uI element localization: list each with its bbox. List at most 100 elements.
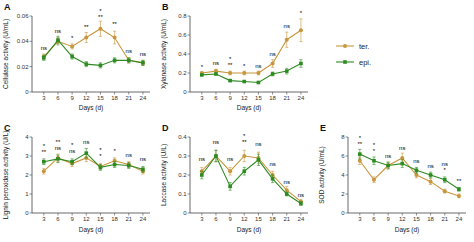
x-axis-label: Days (d) (237, 226, 262, 234)
marker (285, 192, 289, 196)
significance-label: ns (399, 145, 405, 151)
panel-title: E (320, 123, 326, 133)
significance-label: ** (228, 62, 233, 68)
y-tick (30, 92, 33, 93)
error-bar (127, 58, 130, 63)
marker (56, 157, 60, 161)
marker (271, 62, 275, 66)
marker (257, 81, 261, 85)
marker (400, 156, 404, 160)
error-bar (127, 162, 130, 168)
x-tick-label: 6 (56, 216, 60, 222)
significance-label: ** (457, 178, 462, 184)
marker (228, 79, 232, 83)
marker (113, 59, 117, 63)
marker (386, 164, 390, 168)
x-tick-label: 24 (298, 95, 305, 101)
significance-label: ns (199, 156, 205, 162)
error-bar (443, 177, 446, 183)
y-tick (30, 156, 33, 157)
marker (70, 55, 74, 59)
error-bar (200, 171, 203, 179)
series-line (44, 29, 143, 63)
error-bar (429, 172, 432, 178)
y-tick (188, 213, 191, 214)
error-bar (257, 82, 260, 84)
marker (84, 151, 88, 155)
marker (415, 168, 419, 172)
x-tick-label: 12 (83, 95, 90, 101)
x-tick-label: 9 (70, 95, 74, 101)
significance-label: ns (126, 152, 132, 158)
y-tick-label: 0.8 (178, 13, 187, 19)
y-tick-label: 4 (341, 172, 345, 178)
marker (127, 59, 131, 63)
legend-label: ter. (359, 42, 369, 51)
y-tick-label: 0.06 (17, 13, 29, 19)
marker (113, 163, 117, 167)
significance-label: * (99, 153, 102, 159)
error-bar (415, 167, 418, 173)
y-tick (30, 137, 33, 138)
panel: 369121518212400.10.20.30.4Days (d)Laccas… (160, 123, 308, 234)
y-axis-label: Xylanase activity (U/mL) (160, 19, 168, 89)
y-tick (346, 213, 349, 214)
significance-label: ns (140, 156, 146, 162)
error-bar (243, 71, 246, 75)
x-tick-label: 9 (228, 216, 232, 222)
panel-title: A (4, 2, 11, 12)
marker (141, 61, 145, 65)
x-tick-label: 21 (283, 95, 290, 101)
error-bar (214, 73, 217, 75)
significance-label: * (201, 64, 204, 70)
plot-area (358, 149, 461, 198)
y-tick (30, 41, 33, 42)
marker (358, 159, 362, 163)
error-bar (56, 155, 59, 163)
error-bar (113, 58, 116, 63)
significance-label: ns (255, 141, 261, 147)
error-bar (141, 60, 144, 65)
y-tick (346, 137, 349, 138)
x-axis-label: Days (d) (79, 104, 104, 112)
series-line (44, 40, 143, 65)
marker (113, 36, 117, 40)
significance-label: * (71, 35, 74, 41)
significance-label: ns (385, 153, 391, 159)
significance-label: ns (69, 148, 75, 154)
marker (414, 173, 418, 177)
significance-label: ns (213, 60, 219, 66)
significance-label: ** (112, 21, 117, 27)
marker (457, 194, 461, 198)
y-tick (30, 175, 33, 176)
error-bar (299, 202, 302, 206)
x-tick-label: 12 (399, 216, 406, 222)
series (358, 153, 461, 198)
y-tick-label: 0.2 (178, 172, 187, 178)
x-axis (32, 92, 150, 93)
y-tick-label: 0 (183, 89, 187, 95)
error-bar (429, 179, 432, 185)
error-bar (285, 192, 288, 196)
series (42, 148, 145, 172)
significance-label: * (300, 10, 303, 16)
significance-label: ns (41, 45, 47, 51)
significance-label: ns (298, 192, 304, 198)
error-bar (387, 163, 390, 169)
panel-title: D (162, 123, 169, 133)
y-tick-label: 1 (25, 191, 29, 197)
error-bar (214, 150, 217, 161)
error-bar (299, 19, 302, 42)
y-axis-label: Lignin peroxidase activity (U/L) (2, 131, 10, 220)
x-tick-label: 18 (111, 216, 118, 222)
error-bar (271, 72, 274, 76)
marker (98, 27, 102, 31)
error-bar (229, 71, 232, 75)
error-bar (42, 159, 45, 165)
marker (285, 69, 289, 73)
series (200, 60, 303, 85)
x-tick-label: 6 (214, 216, 218, 222)
x-tick-label: 9 (70, 216, 74, 222)
error-bar (99, 165, 102, 171)
marker (228, 185, 232, 189)
